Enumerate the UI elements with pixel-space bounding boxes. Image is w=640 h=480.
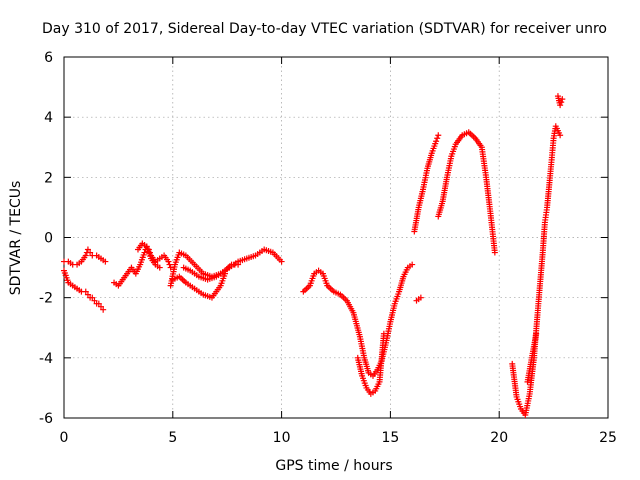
data-point — [141, 249, 148, 256]
data-point — [435, 132, 442, 139]
y-tick-label: 6 — [44, 50, 53, 66]
data-point — [434, 135, 441, 142]
data-point — [409, 261, 416, 268]
data-point — [380, 330, 387, 337]
x-tick-labels: 0 5 10 15 20 25 — [60, 430, 617, 446]
y-tick-label: 2 — [44, 170, 53, 186]
y-tick-label: -6 — [39, 411, 53, 427]
data-point — [559, 96, 566, 103]
data-point — [89, 294, 96, 301]
data-point — [558, 99, 565, 106]
grid-lines — [64, 57, 608, 418]
x-axis-label: GPS time / hours — [275, 458, 392, 474]
data-point — [166, 261, 173, 268]
y-tick-label: -4 — [39, 351, 53, 367]
x-tick-label: 10 — [273, 430, 291, 446]
data-point — [167, 264, 174, 271]
chart-title: Day 310 of 2017, Sidereal Day-to-day VTE… — [42, 21, 607, 37]
data-point — [84, 291, 91, 298]
data-point — [97, 303, 104, 310]
x-tick-label: 5 — [168, 430, 177, 446]
y-axis-label: SDTVAR / TECUs — [8, 181, 24, 296]
x-tick-label: 0 — [60, 430, 69, 446]
x-tick-label: 15 — [381, 430, 399, 446]
y-tick-labels: -6 -4 -2 0 2 4 6 — [39, 50, 53, 427]
data-point — [84, 246, 91, 253]
data-point — [433, 138, 440, 145]
data-point — [165, 258, 172, 265]
data-point — [557, 102, 564, 109]
data-point — [533, 330, 540, 337]
y-tick-label: 4 — [44, 110, 53, 126]
data-point — [278, 258, 285, 265]
y-tick-label: 0 — [44, 231, 53, 247]
data-point — [417, 294, 424, 301]
x-tick-label: 25 — [599, 430, 617, 446]
data-point — [235, 261, 242, 268]
data-point — [82, 252, 89, 259]
data-point — [102, 258, 109, 265]
data-point — [491, 249, 498, 256]
data-point — [95, 300, 102, 307]
data-point — [156, 264, 163, 271]
y-tick-label: -2 — [39, 291, 53, 307]
data-point — [82, 288, 89, 295]
data-marks — [61, 93, 566, 418]
axis-ticks — [63, 56, 609, 419]
data-point — [91, 297, 98, 304]
data-point — [557, 132, 564, 139]
data-point — [100, 306, 107, 313]
x-tick-label: 20 — [490, 430, 508, 446]
data-point — [87, 249, 94, 256]
